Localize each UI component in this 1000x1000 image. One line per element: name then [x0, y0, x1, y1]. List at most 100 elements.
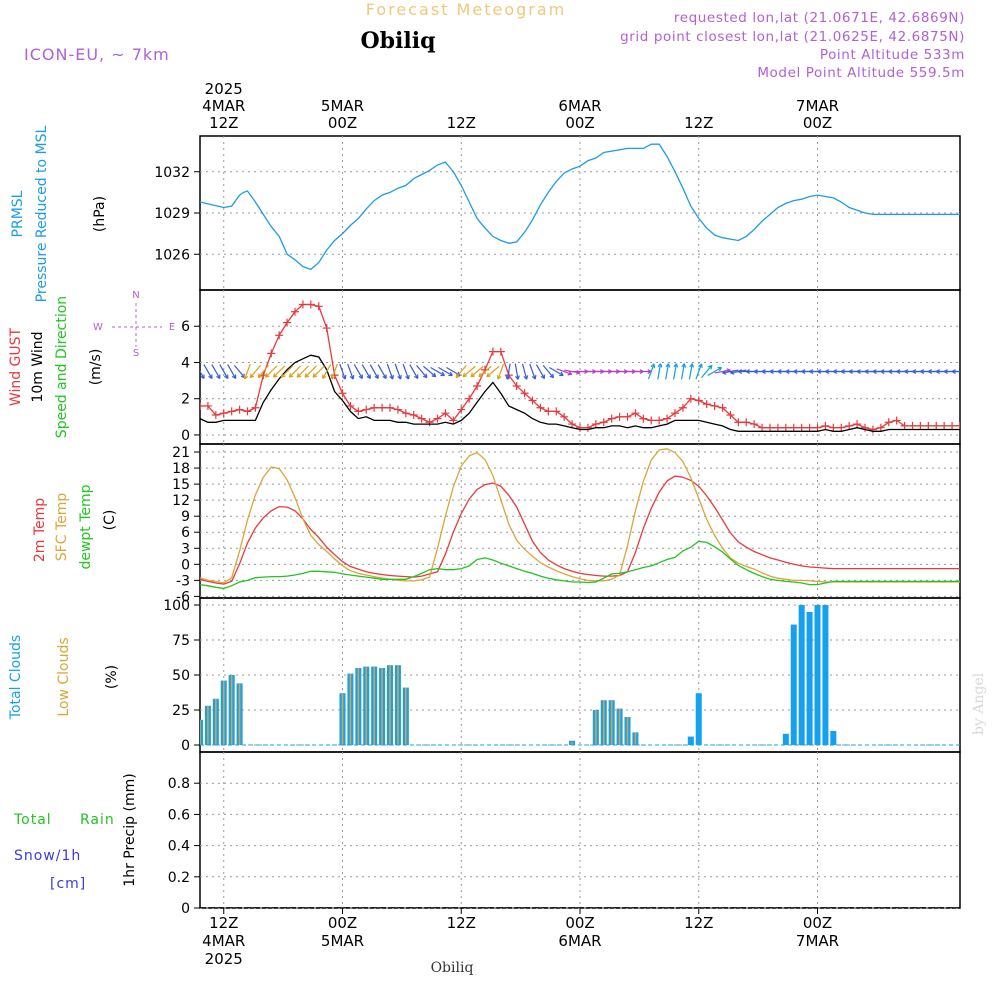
wind-arrow-head	[341, 375, 347, 380]
bottom-tick-label: 4MAR	[202, 932, 245, 950]
gust-point	[773, 423, 782, 432]
wind-arrow-head	[832, 369, 838, 374]
gust-point	[956, 421, 960, 430]
series-prmsl	[200, 143, 960, 271]
wind-arrow-head	[880, 369, 885, 374]
wind-arrow	[296, 365, 309, 378]
y-tick-label: 0	[181, 428, 190, 444]
wind-arrow-head	[366, 374, 371, 379]
total-cloud-bar	[687, 736, 694, 745]
gust-point	[758, 423, 767, 432]
gust-point	[496, 347, 505, 356]
wind-arrow	[430, 367, 445, 377]
wind-arrow-head	[358, 374, 363, 379]
gust-point	[702, 400, 711, 409]
wind-arrow-head	[793, 369, 798, 374]
top-tick-label: 12Z	[684, 114, 713, 132]
gust-point	[583, 423, 592, 432]
top-tick-label: 6MAR	[558, 97, 601, 115]
wind-arrow-head	[486, 372, 491, 378]
gust-point	[686, 394, 695, 403]
gust-point	[200, 401, 204, 410]
wind-arrow	[369, 364, 379, 379]
gust-point	[599, 418, 608, 427]
gust-point	[734, 418, 743, 427]
wind-arrow-head	[935, 369, 940, 374]
wind-arrow-head	[745, 369, 750, 374]
wind-arrow-head	[448, 371, 453, 377]
point-altitude: Point Altitude 533m	[820, 47, 965, 63]
wind-arrow-head	[943, 369, 948, 374]
gust-point	[425, 418, 434, 427]
low-cloud-bar	[397, 665, 399, 745]
pressure-msl-label: Pressure Reduced to MSL	[34, 125, 50, 302]
wind-arrow-head	[272, 373, 278, 378]
wind-arrow-head	[856, 369, 861, 374]
top-tick-label: 00Z	[803, 114, 832, 132]
gust-point	[639, 414, 648, 423]
wind-arrow	[673, 363, 677, 380]
y-tick-label: 12	[172, 493, 190, 509]
gust-point	[718, 403, 727, 412]
gust-point	[306, 300, 315, 309]
wind-arrow-head	[825, 369, 830, 374]
gust-point	[346, 401, 355, 410]
gust-point	[694, 396, 703, 405]
wind-arrow-head	[496, 375, 502, 380]
low-cloud-bar	[634, 732, 637, 745]
compass-n: N	[132, 290, 139, 301]
compass-e: E	[169, 322, 175, 333]
wind-arrow-head	[382, 374, 387, 379]
footer-location: Obiliq	[431, 960, 474, 976]
gust-point	[726, 411, 735, 420]
total-cloud-bar	[798, 605, 805, 745]
y-tick-label: 2	[181, 392, 190, 408]
wind-arrow-head	[888, 369, 893, 374]
y-tick-label: 9	[181, 509, 190, 525]
rain-label: Rain	[80, 812, 115, 828]
pressure-plot-area	[200, 143, 960, 271]
wind-arrow	[249, 365, 262, 379]
wind-arrow-head	[231, 374, 237, 379]
wind-arrow-head	[330, 375, 336, 380]
wind-arrow-head	[312, 373, 318, 378]
gust-point	[568, 420, 577, 429]
gust-point	[409, 411, 418, 420]
low-clouds-label: Low Clouds	[56, 637, 72, 716]
gust-point	[845, 421, 854, 430]
gust-point	[647, 416, 656, 425]
gust-point	[267, 349, 276, 358]
gust-point	[655, 416, 664, 425]
wind-arrow-head	[753, 369, 758, 374]
wind-arrow-head	[665, 363, 671, 368]
wind-arrow-head	[785, 369, 790, 374]
model-altitude: Model Point Altitude 559.5m	[757, 65, 965, 81]
gust-point	[932, 421, 941, 430]
wind-arrow-head	[904, 369, 909, 374]
wind-arrow-head	[478, 372, 483, 378]
series-10m-wind	[200, 354, 960, 432]
wind-arrow	[486, 365, 500, 378]
wind-arrow-head	[681, 363, 687, 368]
bottom-tick-label: 5MAR	[321, 932, 364, 950]
wind-arrow-head	[650, 363, 656, 369]
low-cloud-bar	[626, 717, 629, 745]
bottom-tick-label: 00Z	[803, 914, 832, 932]
y-tick-label: 25	[172, 703, 190, 719]
y-tick-label: 18	[172, 461, 190, 477]
wind-arrow-head	[200, 374, 205, 379]
wind-arrow	[707, 367, 722, 377]
gust-point	[829, 423, 838, 432]
gust-point	[924, 421, 933, 430]
wind-arrow-head	[249, 373, 255, 379]
gust-point	[678, 403, 687, 412]
gust-point	[370, 403, 379, 412]
gust-point	[766, 423, 774, 432]
gust-point	[203, 401, 212, 410]
pressure-panel: 1026 1029 1032	[154, 135, 961, 291]
wind-arrow-head	[817, 369, 822, 374]
gust-point	[837, 423, 846, 432]
wind-arrow-head	[422, 373, 428, 379]
wind-arrow-head	[515, 375, 520, 380]
